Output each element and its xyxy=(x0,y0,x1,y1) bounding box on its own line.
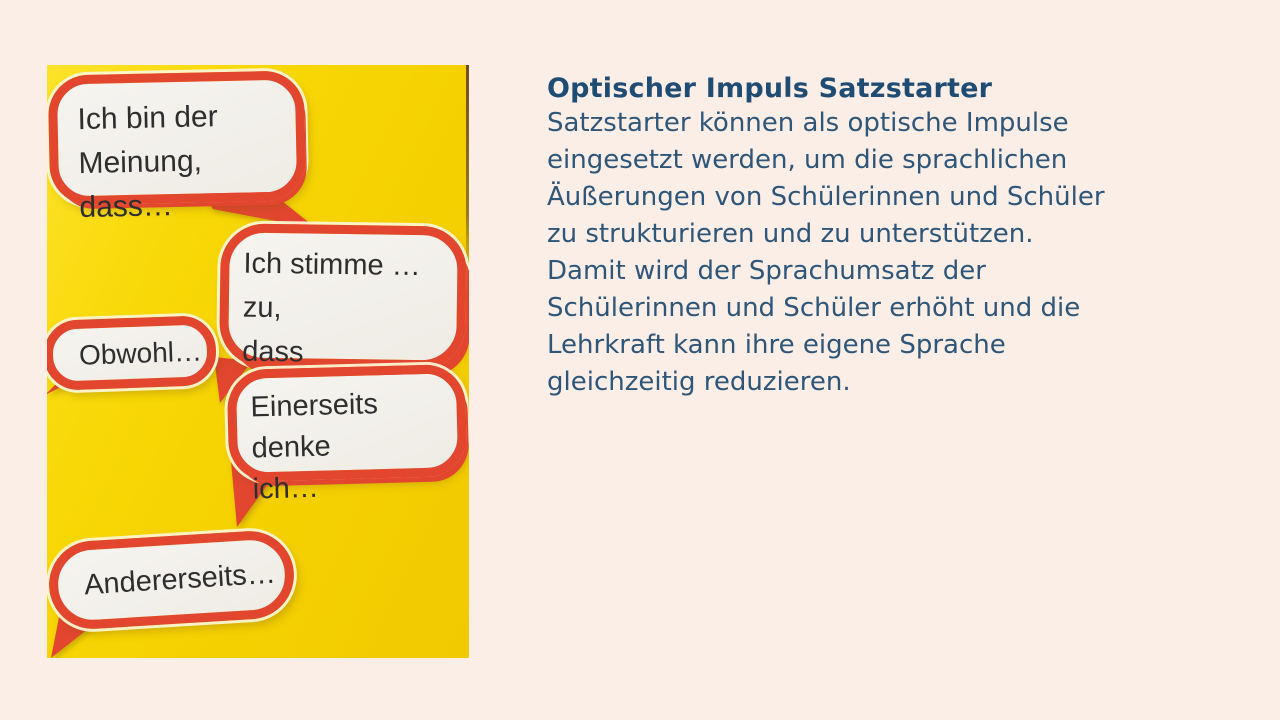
speech-bubble: Andererseits… xyxy=(47,528,297,632)
content-column: Optischer Impuls Satzstarter Satzstarter… xyxy=(547,72,1247,401)
page-title: Optischer Impuls Satzstarter xyxy=(547,73,993,104)
speech-bubble: Ich bin der Meinung, dass… xyxy=(47,70,307,224)
speech-bubble: Ich stimme … zu, dass xyxy=(219,223,467,370)
speech-bubble-tail xyxy=(214,357,252,403)
speech-bubble-text: Andererseits… xyxy=(83,557,277,602)
speech-bubble-text: Ich bin der Meinung, dass… xyxy=(77,100,219,225)
body-paragraph: Satzstarter können als optische Impulse … xyxy=(547,108,1105,249)
speech-bubbles-poster-photo: Ich bin der Meinung, dass… Ich stimme … … xyxy=(47,65,469,658)
poster-edge-shadow xyxy=(466,65,469,280)
speech-bubble: Einerseits denke ich… xyxy=(226,363,468,505)
speech-bubble-text: Obwohl… xyxy=(78,335,203,371)
body-paragraph: Damit wird der Sprachumsatz der Schüleri… xyxy=(547,256,1081,397)
speech-bubble-text: Ich stimme … zu, dass xyxy=(241,247,421,369)
speech-bubble: Obwohl… xyxy=(47,315,218,391)
speech-bubble-text: Einerseits denke ich… xyxy=(250,388,379,506)
